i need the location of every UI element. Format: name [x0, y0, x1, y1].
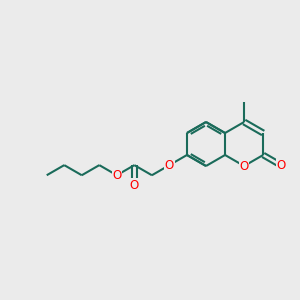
Text: O: O [112, 169, 122, 182]
Text: O: O [239, 160, 249, 172]
Text: O: O [130, 179, 139, 192]
Text: O: O [165, 159, 174, 172]
Text: O: O [277, 159, 286, 172]
